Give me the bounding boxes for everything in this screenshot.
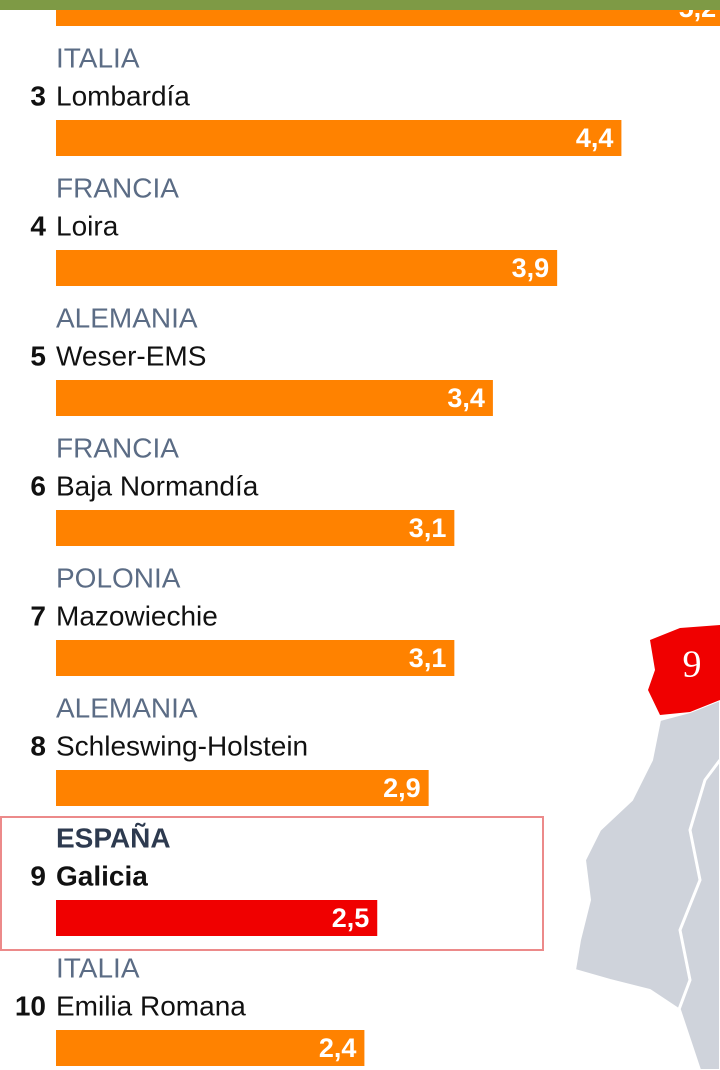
country: FRANCIA <box>56 172 179 203</box>
rank: 8 <box>30 730 46 761</box>
bar <box>56 1030 365 1066</box>
country: ITALIA <box>56 42 140 73</box>
map-rank: 9 <box>683 644 702 686</box>
rank: 3 <box>30 80 46 111</box>
rank: 5 <box>30 340 46 371</box>
rank: 6 <box>30 470 46 501</box>
value-label: 3,9 <box>512 253 550 283</box>
map-land <box>573 698 720 1070</box>
bar <box>56 770 429 806</box>
rank: 10 <box>15 990 46 1021</box>
country: ESPAÑA <box>56 822 171 853</box>
country: POLONIA <box>56 562 181 593</box>
region: Galicia <box>56 860 148 891</box>
header-strip <box>0 0 720 10</box>
country: ITALIA <box>56 952 140 983</box>
highlight-box <box>0 816 544 951</box>
bar <box>56 380 493 416</box>
bar <box>56 640 455 676</box>
region: Baja Normandía <box>56 470 259 501</box>
bar <box>56 120 622 156</box>
value-label: 2,4 <box>319 1033 357 1063</box>
region: Schleswing-Holstein <box>56 730 308 761</box>
value-label: 4,4 <box>576 123 614 153</box>
region: Weser-EMS <box>56 340 206 371</box>
region: Lombardía <box>56 80 190 111</box>
map-galicia <box>648 625 720 715</box>
value-label: 2,9 <box>383 773 421 803</box>
region: Mazowiechie <box>56 600 218 631</box>
country: ALEMANIA <box>56 302 198 333</box>
value-label: 3,1 <box>409 643 447 673</box>
value-label: 3,1 <box>409 513 447 543</box>
bar <box>56 900 378 936</box>
country: FRANCIA <box>56 432 179 463</box>
rank: 7 <box>30 600 46 631</box>
value-label: 3,4 <box>447 383 485 413</box>
value-label: 2,5 <box>332 903 370 933</box>
rank: 4 <box>30 210 46 241</box>
bar <box>56 510 455 546</box>
map: 9 <box>573 625 720 1070</box>
region: Emilia Romana <box>56 990 246 1021</box>
region: Loira <box>56 210 119 241</box>
country: ALEMANIA <box>56 692 198 723</box>
rank: 9 <box>30 860 46 891</box>
bar <box>56 250 558 286</box>
map-border <box>673 759 720 1021</box>
